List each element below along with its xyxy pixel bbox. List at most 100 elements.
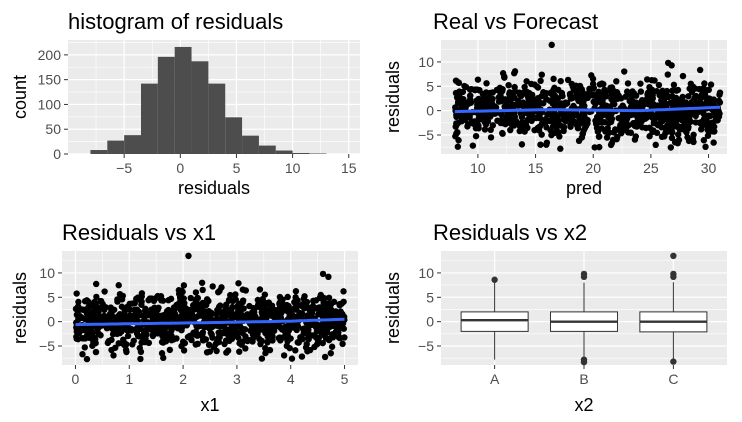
scatter-point [548,97,555,104]
scatter-point [710,100,717,108]
scatter-point [158,338,166,346]
scatter-point [519,99,527,106]
scatter-point [637,80,644,87]
scatter-point [236,322,244,329]
scatter-point [668,62,675,69]
scatter-point [455,79,463,87]
scatter-point [294,302,301,309]
scatter-point [646,124,653,131]
scatter-point [456,88,463,95]
scatter-point [334,310,341,317]
scatter-point [653,129,661,137]
scatter-point [482,95,490,102]
scatter-point [132,307,139,314]
scatter-point [621,68,628,75]
scatter-point [327,350,334,357]
x-tick-label: 0 [72,371,80,387]
scatter-point [612,126,619,133]
smooth-trend-line [75,317,345,327]
y-tick-label: 10 [39,265,55,281]
scatter-point [217,308,225,316]
y-tick-label: −5 [418,338,434,354]
scatter-point [658,97,665,104]
scatter-point [576,114,583,121]
scatter-point [558,100,565,107]
scatter-point [519,110,527,118]
scatter-point [236,340,243,347]
scatter-point [218,284,225,291]
scatter-point [604,124,611,132]
scatter-point [74,308,82,315]
box-outlier [580,358,588,366]
scatter-point [523,78,530,85]
x-tick-label: 2 [179,371,187,387]
scatter-point [81,315,89,323]
scatter-point [489,95,496,103]
scatter-point [158,350,166,357]
x-tick-label: 20 [585,160,601,176]
scatter-point [664,71,672,78]
scatter-point [126,326,133,333]
y-tick-label: −5 [418,127,434,143]
scatter-point [618,130,625,137]
scatter-point [284,323,292,330]
scatter-point [82,306,90,314]
scatter-point [301,325,309,332]
scatter-point [257,326,264,333]
scatter-point [599,97,606,104]
scatter-point [314,304,322,312]
scatter-point [701,80,708,87]
scatter-point [106,310,114,317]
box-iqr [460,311,529,332]
x-tick-labels: −5 0 5 10 15 [116,154,357,176]
y-tick-labels: 0 50 100 150 200 [38,47,68,162]
scatter-point [84,324,92,332]
scatter-point [233,310,240,317]
scatter-point [475,95,482,103]
scatter-point [311,343,318,351]
scatter-point [505,81,512,89]
scatter-point [516,123,524,130]
scatter-point [75,298,82,306]
scatter-point [209,283,216,290]
scatter-point [335,334,343,341]
scatter-point [129,341,136,348]
scatter-point [307,304,315,311]
scatter-point [106,317,114,324]
chart-title: Real vs Forecast [433,9,598,34]
scatter-point [276,300,283,308]
scatter-point [651,77,658,84]
scatter-point [340,288,347,295]
scatter-point [560,116,567,123]
scatter-point [264,337,272,345]
scatter-point [305,336,312,343]
scatter-point [215,338,223,346]
scatter-point [550,75,557,83]
y-tick-labels: −5 0 5 10 [418,54,441,143]
scatter-point [454,143,462,150]
scatter-point [268,309,275,316]
scatter-point [315,311,322,318]
scatter-point [252,322,259,330]
scatter-point [123,348,130,356]
scatter-point [326,303,334,310]
histogram-bar [141,83,158,154]
scatter-point [610,94,617,101]
scatter-point [120,310,128,318]
scatter-point [277,324,284,332]
scatter-point [710,127,718,135]
scatter-point [457,111,464,119]
scatter-point [258,355,266,362]
scatter-point [454,99,462,107]
histogram-bar [275,150,293,154]
histogram-bar [292,153,310,154]
scatter-point [581,125,589,132]
box-outlier [670,358,677,365]
scatter-point [244,337,251,345]
scatter-point [194,294,201,302]
scatter-point [547,89,554,97]
scatter-point [652,112,660,119]
box-outlier [580,273,588,281]
scatter-point [576,93,584,101]
scatter-point [692,119,700,126]
